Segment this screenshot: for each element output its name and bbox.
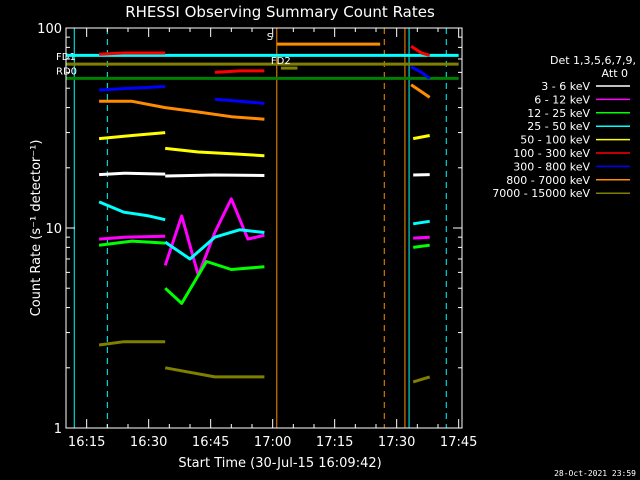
series-line-8-1 (164, 366, 265, 379)
series-line-8-0 (98, 340, 166, 347)
y-tick-label-1: 10 (45, 222, 62, 237)
legend-label-4: 50 - 100 keV (520, 134, 590, 147)
series-line-4-0 (98, 131, 166, 141)
series-line-5-0 (99, 51, 166, 56)
series-line-1-2 (413, 235, 430, 240)
generation-timestamp: 28-Oct-2021 23:59 (554, 469, 636, 478)
legend-label-2: 12 - 25 keV (527, 107, 590, 120)
x-tick-label-2: 16:45 (192, 435, 229, 450)
series-line-5-2 (410, 45, 431, 57)
series-5 (99, 45, 431, 74)
series-line-6-2 (410, 65, 431, 80)
series-2 (98, 239, 430, 305)
series-line-4-1 (165, 146, 265, 158)
series-line-1-0 (98, 234, 166, 241)
series-6 (99, 65, 431, 105)
series-line-6-0 (99, 85, 166, 92)
flag-label-2: FD2 (271, 56, 291, 67)
legend-header-line-1: Det 1,3,5,6,7,9, (550, 54, 636, 67)
legend-label-1: 6 - 12 keV (534, 93, 590, 106)
y-axis-label: Count Rate (s⁻¹ detector⁻¹) (29, 140, 44, 317)
series-line-3-2 (412, 219, 430, 226)
chart-title: RHESSI Observing Summary Count Rates (125, 3, 435, 21)
x-tick-label-6: 17:45 (440, 435, 477, 450)
legend-label-3: 25 - 50 keV (527, 120, 590, 133)
series-line-5-1 (214, 69, 265, 74)
series-line-3-0 (98, 200, 166, 222)
flag-label-3: RD0 (56, 66, 77, 77)
series-line-7-0 (99, 99, 265, 121)
series-line-7-1 (410, 83, 431, 99)
legend-label-0: 3 - 6 keV (541, 80, 590, 93)
series-8 (98, 340, 431, 384)
legend-header-line-2: Att 0 (602, 67, 628, 80)
series-1 (98, 197, 430, 277)
series-line-1-1 (163, 197, 265, 277)
series-4 (98, 131, 430, 158)
series-line-2-1 (164, 260, 265, 305)
legend-label-7: 800 - 7000 keV (506, 174, 590, 187)
y-tick-label-0: 1 (54, 422, 62, 437)
series-0 (99, 171, 430, 178)
x-tick-label-4: 17:15 (316, 435, 353, 450)
series-line-8-2 (412, 375, 431, 384)
legend-label-6: 300 - 800 keV (513, 160, 590, 173)
x-tick-label-5: 17:30 (378, 435, 415, 450)
x-axis-label: Start Time (30-Jul-15 16:09:42) (178, 456, 381, 471)
series-line-3-1 (164, 228, 265, 261)
x-tick-label-3: 17:00 (254, 435, 291, 450)
y-tick-label-2: 100 (37, 22, 62, 37)
series-line-2-0 (98, 239, 166, 247)
series-line-2-2 (413, 243, 430, 249)
series-7 (99, 83, 431, 121)
series-line-0-0 (99, 171, 166, 177)
series-3 (98, 200, 430, 261)
axes: 16:15 16:30 16:45 17:00 17:15 17:30 17:45 1 10 10… (37, 22, 477, 450)
flag-label-0: S (267, 32, 273, 43)
legend-label-5: 100 - 300 keV (513, 147, 590, 160)
x-tick-label-0: 16:15 (68, 435, 105, 450)
x-tick-label-1: 16:30 (130, 435, 167, 450)
series-line-0-1 (165, 173, 265, 178)
legend-label-8: 7000 - 15000 keV (492, 187, 590, 200)
series-line-4-2 (412, 134, 430, 141)
series-line-6-1 (214, 97, 265, 105)
